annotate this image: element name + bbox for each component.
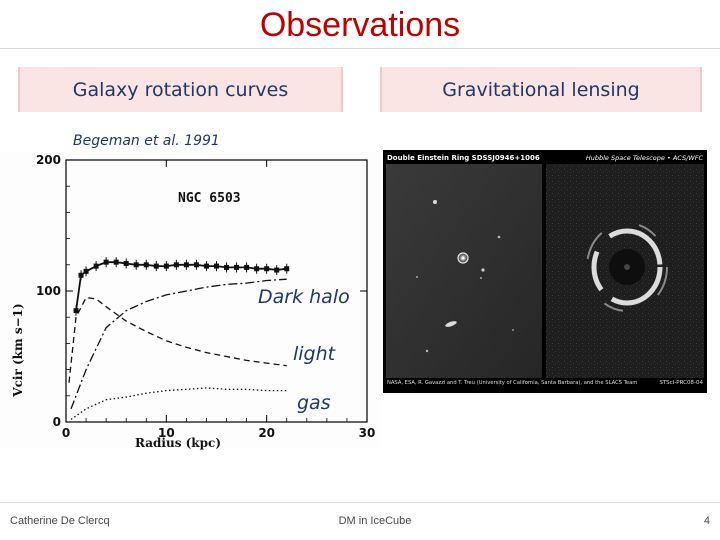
y-axis-label: Vcir (km s−1)	[11, 303, 25, 397]
x-tick-label: 0	[62, 426, 70, 440]
lensing-title-right: Hubble Space Telescope • ACS/WFC	[586, 154, 704, 162]
page-number: 4	[703, 515, 710, 527]
y-tick-label: 0	[53, 415, 61, 429]
citation-caption: Begeman et al. 1991	[73, 133, 220, 149]
y-tick-label: 100	[36, 284, 61, 298]
rotation-curve-plot: NGC 6503 Radius (kpc) Vcir (km s−1) 0 10 2…	[0, 150, 380, 450]
slide-title: Observations	[259, 6, 461, 44]
x-tick-label: 20	[258, 426, 275, 440]
gravitational-lensing-box: Gravitational lensing	[380, 67, 702, 112]
gas-annotation: gas	[297, 392, 331, 414]
galaxy-rotation-label: Galaxy rotation curves	[72, 79, 289, 101]
galaxy-name-label: NGC 6503	[178, 191, 241, 206]
wide-field-panel	[386, 164, 542, 378]
galaxy-rotation-box: Galaxy rotation curves	[18, 67, 343, 112]
y-tick-label: 200	[36, 153, 61, 167]
footer-divider	[0, 502, 720, 503]
x-axis-label: Radius (kpc)	[135, 436, 221, 450]
footer-title: DM in IceCube	[338, 515, 412, 527]
x-tick-label: 10	[158, 426, 175, 440]
einstein-ring-image: Double Einstein Ring SDSSJ0946+1006 Hubb…	[383, 150, 707, 393]
title-divider	[0, 48, 720, 49]
dark-halo-annotation: Dark halo	[258, 286, 350, 308]
series-line-dash-dot	[70, 278, 287, 410]
light-annotation: light	[293, 343, 336, 365]
einstein-ring-shape	[591, 228, 663, 306]
lensing-credit-left: NASA, ESA, R. Gavazzi and T. Treu (Unive…	[387, 380, 637, 386]
series-line-dotted	[70, 387, 287, 420]
lensing-title-left: Double Einstein Ring SDSSJ0946+1006	[387, 154, 540, 162]
lensing-credit-right: STScI-PRC08-04	[659, 380, 703, 386]
x-tick-label: 30	[359, 426, 376, 440]
footer-author: Catherine De Clercq	[10, 515, 110, 527]
gravitational-lensing-label: Gravitational lensing	[442, 79, 640, 101]
